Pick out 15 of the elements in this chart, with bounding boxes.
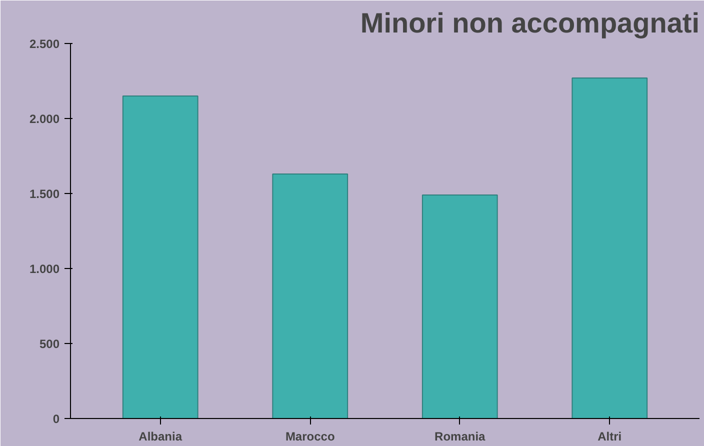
bar (122, 96, 198, 418)
y-tick-label: 1.500 (29, 187, 60, 201)
x-tick-label: Marocco (285, 430, 335, 444)
y-tick-label: 500 (39, 337, 60, 351)
bar (572, 78, 648, 418)
x-tick-label: Romania (434, 430, 486, 444)
x-tick-label: Altri (598, 430, 622, 444)
y-tick-label: 0 (52, 412, 60, 426)
y-tick-label: 2.500 (29, 37, 60, 51)
chart-title: Minori non accompagnati (360, 8, 700, 38)
y-tick-label: 1.000 (29, 262, 60, 276)
y-tick-label: 2.000 (29, 112, 60, 126)
bar (272, 174, 348, 418)
bar (422, 194, 498, 418)
x-tick-label: Albania (138, 430, 182, 444)
